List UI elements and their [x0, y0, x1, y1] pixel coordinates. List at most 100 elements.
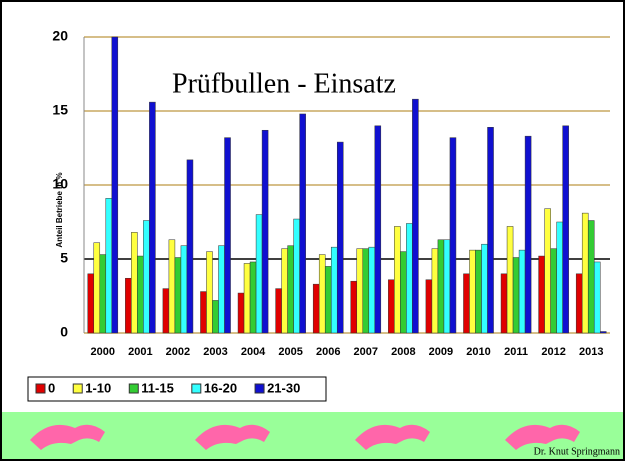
bar [463, 274, 469, 333]
bar [600, 332, 606, 333]
x-tick-label: 2009 [429, 346, 453, 358]
x-tick-label: 2000 [91, 346, 115, 358]
bar [212, 300, 218, 333]
y-tick-label: 20 [52, 28, 68, 44]
bar [250, 262, 256, 333]
bar [313, 284, 319, 333]
legend-swatch [129, 384, 138, 393]
bar [200, 292, 206, 333]
bar [112, 37, 118, 333]
y-tick-label: 15 [52, 102, 68, 118]
x-tick-label: 2005 [278, 346, 302, 358]
bar [519, 250, 525, 333]
bar [181, 246, 187, 333]
bar [475, 250, 481, 333]
bar [351, 281, 357, 333]
bar [406, 223, 412, 333]
bar [225, 138, 231, 333]
bar [149, 102, 155, 333]
bar [276, 289, 282, 333]
bar [125, 278, 131, 333]
bar [357, 249, 363, 333]
bar [94, 243, 100, 333]
bar [337, 142, 343, 333]
bar [169, 240, 175, 333]
bar [545, 209, 551, 333]
bar [319, 255, 325, 333]
bar [539, 256, 545, 333]
x-tick-label: 2002 [166, 346, 190, 358]
bar [412, 99, 418, 333]
bar [331, 247, 337, 333]
y-tick-label: 5 [60, 250, 68, 266]
y-tick-label: 0 [60, 324, 68, 340]
bar [244, 263, 250, 333]
bar [219, 246, 225, 333]
bar [288, 246, 294, 333]
x-tick-label: 2007 [354, 346, 378, 358]
bar [507, 226, 513, 333]
legend-label: 16-20 [204, 380, 237, 395]
bar [388, 280, 394, 333]
bar [400, 252, 406, 333]
bar [100, 255, 106, 333]
bar [551, 249, 557, 333]
x-tick-label: 2004 [241, 346, 266, 358]
bar [432, 249, 438, 333]
legend-label: 21-30 [267, 380, 300, 395]
bar [143, 221, 149, 333]
bar [525, 136, 531, 333]
bar [438, 240, 444, 333]
bar [325, 266, 331, 333]
bar [444, 240, 450, 333]
legend-swatch [255, 384, 264, 393]
bar [375, 126, 381, 333]
bar [469, 250, 475, 333]
bar [394, 226, 400, 333]
x-tick-label: 2008 [391, 346, 415, 358]
bar [256, 215, 262, 333]
bar [282, 249, 288, 333]
bar [576, 274, 582, 333]
x-tick-label: 2011 [504, 346, 528, 358]
bar [582, 213, 588, 333]
bar [450, 138, 456, 333]
legend-swatch [36, 384, 45, 393]
y-tick-label: 10 [52, 176, 68, 192]
bar [206, 252, 212, 333]
legend-swatch [192, 384, 201, 393]
bar [106, 198, 112, 333]
footer: Dr. Knut Springmann [534, 446, 620, 457]
chart: Dr. Knut Springmann Prüfbullen - Einsatz… [0, 0, 625, 461]
bar [369, 247, 375, 333]
bar [426, 280, 432, 333]
bar [137, 256, 143, 333]
x-tick-label: 2006 [316, 346, 340, 358]
bar [300, 114, 306, 333]
bar [88, 274, 94, 333]
bar [363, 249, 369, 333]
bar [501, 274, 507, 333]
bar [488, 127, 494, 333]
legend-label: 0 [48, 380, 55, 395]
bar [588, 221, 594, 333]
bar [563, 126, 569, 333]
bar [557, 222, 563, 333]
bar [262, 130, 268, 333]
bar [482, 244, 488, 333]
bar [594, 262, 600, 333]
bar [131, 232, 137, 333]
chart-title: Prüfbullen - Einsatz [172, 68, 396, 99]
x-tick-label: 2013 [579, 346, 603, 358]
x-tick-label: 2003 [203, 346, 227, 358]
bar [163, 289, 169, 333]
bar [513, 258, 519, 333]
bar [175, 258, 181, 333]
legend-label: 1-10 [85, 380, 111, 395]
bar [238, 293, 244, 333]
bar [187, 160, 193, 333]
x-tick-label: 2001 [128, 346, 152, 358]
x-tick-label: 2010 [466, 346, 490, 358]
x-tick-label: 2012 [541, 346, 565, 358]
bar [294, 219, 300, 333]
